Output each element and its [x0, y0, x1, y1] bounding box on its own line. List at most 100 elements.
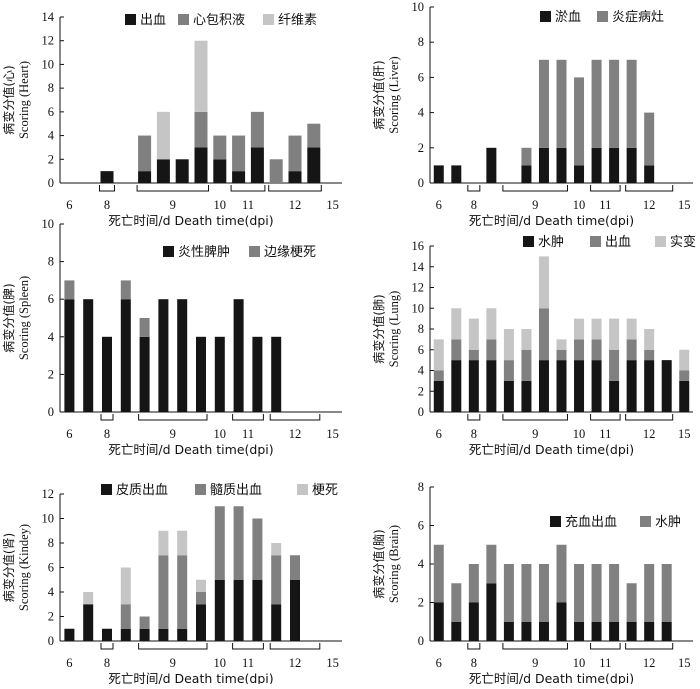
y-tick-label: 4: [418, 364, 425, 378]
y-tick-label: 2: [418, 141, 424, 155]
bar-segment: [451, 583, 462, 622]
x-group-bracket: [230, 185, 266, 192]
legend-swatch: [297, 484, 308, 495]
bar-segment: [271, 555, 282, 605]
x-tick-label: 12: [289, 427, 302, 441]
bar-segment: [609, 349, 620, 381]
bar-segment: [486, 544, 497, 584]
bar-segment: [138, 135, 152, 172]
bar-segment: [158, 530, 169, 556]
y-axis-label: 病变分值(脾): [1, 283, 16, 352]
bar-segment: [120, 567, 131, 605]
y-tick-label: 14: [412, 260, 425, 274]
bar-segment: [120, 299, 131, 412]
chart-panel: 0 2 4 6 8 6 8 9 10 11 12 15 死亡时间/d Death time(dpi) 病变…: [371, 480, 693, 686]
bar-segment: [175, 159, 189, 183]
x-group-bracket: [625, 643, 674, 650]
y-tick-label: 8: [48, 255, 54, 269]
x-tick-label: 8: [471, 427, 477, 441]
y-tick-label: 4: [48, 129, 55, 143]
bar-segment: [503, 621, 514, 641]
bar-segment: [609, 380, 620, 412]
x-tick-label: 10: [573, 656, 586, 670]
bar-segment: [556, 339, 567, 350]
bar-segment: [307, 147, 321, 183]
bar-segment: [556, 147, 567, 183]
y-tick-label: 4: [48, 330, 55, 344]
bar-segment: [574, 360, 585, 412]
legend-swatch: [263, 14, 274, 25]
y-tick-label: 4: [418, 106, 425, 120]
x-tick-label: 11: [599, 656, 611, 670]
bar-segment: [538, 147, 549, 183]
y-axis-label-en: Scoring (Spleen): [17, 276, 31, 360]
bar-segment: [271, 543, 282, 556]
x-tick-label: 10: [573, 198, 586, 212]
bar-segment: [538, 564, 549, 622]
x-axis-label: 死亡时间/d Death time(dpi): [469, 442, 634, 457]
y-tick-label: 0: [418, 634, 424, 648]
bar-segment: [232, 135, 246, 172]
legend-label: 淤血: [555, 10, 581, 25]
bar-segment: [556, 360, 567, 412]
x-group-bracket: [100, 643, 114, 650]
legend-swatch: [590, 236, 601, 247]
legend-swatch: [195, 484, 206, 495]
bar-segment: [250, 111, 264, 148]
bar-segment: [574, 165, 585, 183]
bar-segment: [486, 339, 497, 361]
bar-segment: [290, 579, 300, 641]
y-tick-label: 6: [48, 105, 54, 119]
chart-panel: 0 2 4 6 8 10 12 14 6 8 9 10 11 12 15 死亡时间/d Death time(…: [1, 10, 342, 228]
bar-segment: [521, 349, 532, 381]
bar-segment: [503, 360, 514, 381]
bar-segment: [194, 111, 208, 148]
legend-swatch: [249, 246, 260, 257]
bar-segment: [626, 147, 637, 183]
bar-segment: [233, 506, 244, 580]
x-group-bracket: [99, 185, 115, 192]
y-tick-label: 8: [48, 536, 54, 550]
y-axis-label-en: Scoring (Heart): [17, 61, 31, 139]
bar-segment: [120, 628, 131, 641]
legend-label: 梗死: [312, 483, 338, 498]
x-tick-label: 12: [643, 656, 656, 670]
bar-segment: [503, 329, 514, 361]
bar-segment: [486, 308, 497, 340]
bar-segment: [177, 628, 188, 641]
bar-segment: [468, 349, 479, 361]
legend-swatch: [523, 236, 534, 247]
y-tick-label: 2: [48, 152, 54, 166]
bar-segment: [626, 621, 637, 641]
bar-segment: [139, 318, 150, 337]
x-group-bracket: [590, 414, 621, 421]
bar-segment: [468, 318, 479, 350]
y-tick-label: 6: [48, 292, 54, 306]
y-tick-label: 8: [418, 480, 424, 494]
bar-segment: [503, 380, 514, 412]
bar-segment: [433, 602, 444, 641]
legend-label: 边缘梗死: [264, 245, 316, 260]
x-group-bracket: [467, 643, 481, 650]
bar-segment: [591, 564, 602, 622]
x-group-bracket: [269, 643, 321, 650]
bar-segment: [194, 40, 208, 112]
bar-segment: [433, 380, 444, 412]
legend-swatch: [597, 11, 608, 22]
bar-segment: [556, 544, 567, 603]
y-tick-label: 2: [418, 384, 424, 398]
bar-segment: [609, 59, 620, 148]
x-tick-label: 12: [643, 427, 656, 441]
bar-segment: [290, 555, 300, 580]
bar-segment: [196, 604, 206, 641]
x-tick-label: 6: [66, 198, 72, 212]
bar-segment: [574, 318, 585, 340]
y-axis-label: 病变分值(肺): [371, 294, 386, 363]
x-tick-label: 8: [104, 198, 110, 212]
bar-segment: [250, 147, 264, 183]
chart-panel: 0 2 4 6 8 10 6 8 9 10 11 12 15 死亡时间/d Death time(dpi)…: [1, 217, 342, 457]
bar-segment: [679, 349, 690, 371]
y-tick-label: 6: [418, 70, 424, 84]
bar-segment: [644, 112, 655, 166]
bar-segment: [271, 604, 282, 641]
